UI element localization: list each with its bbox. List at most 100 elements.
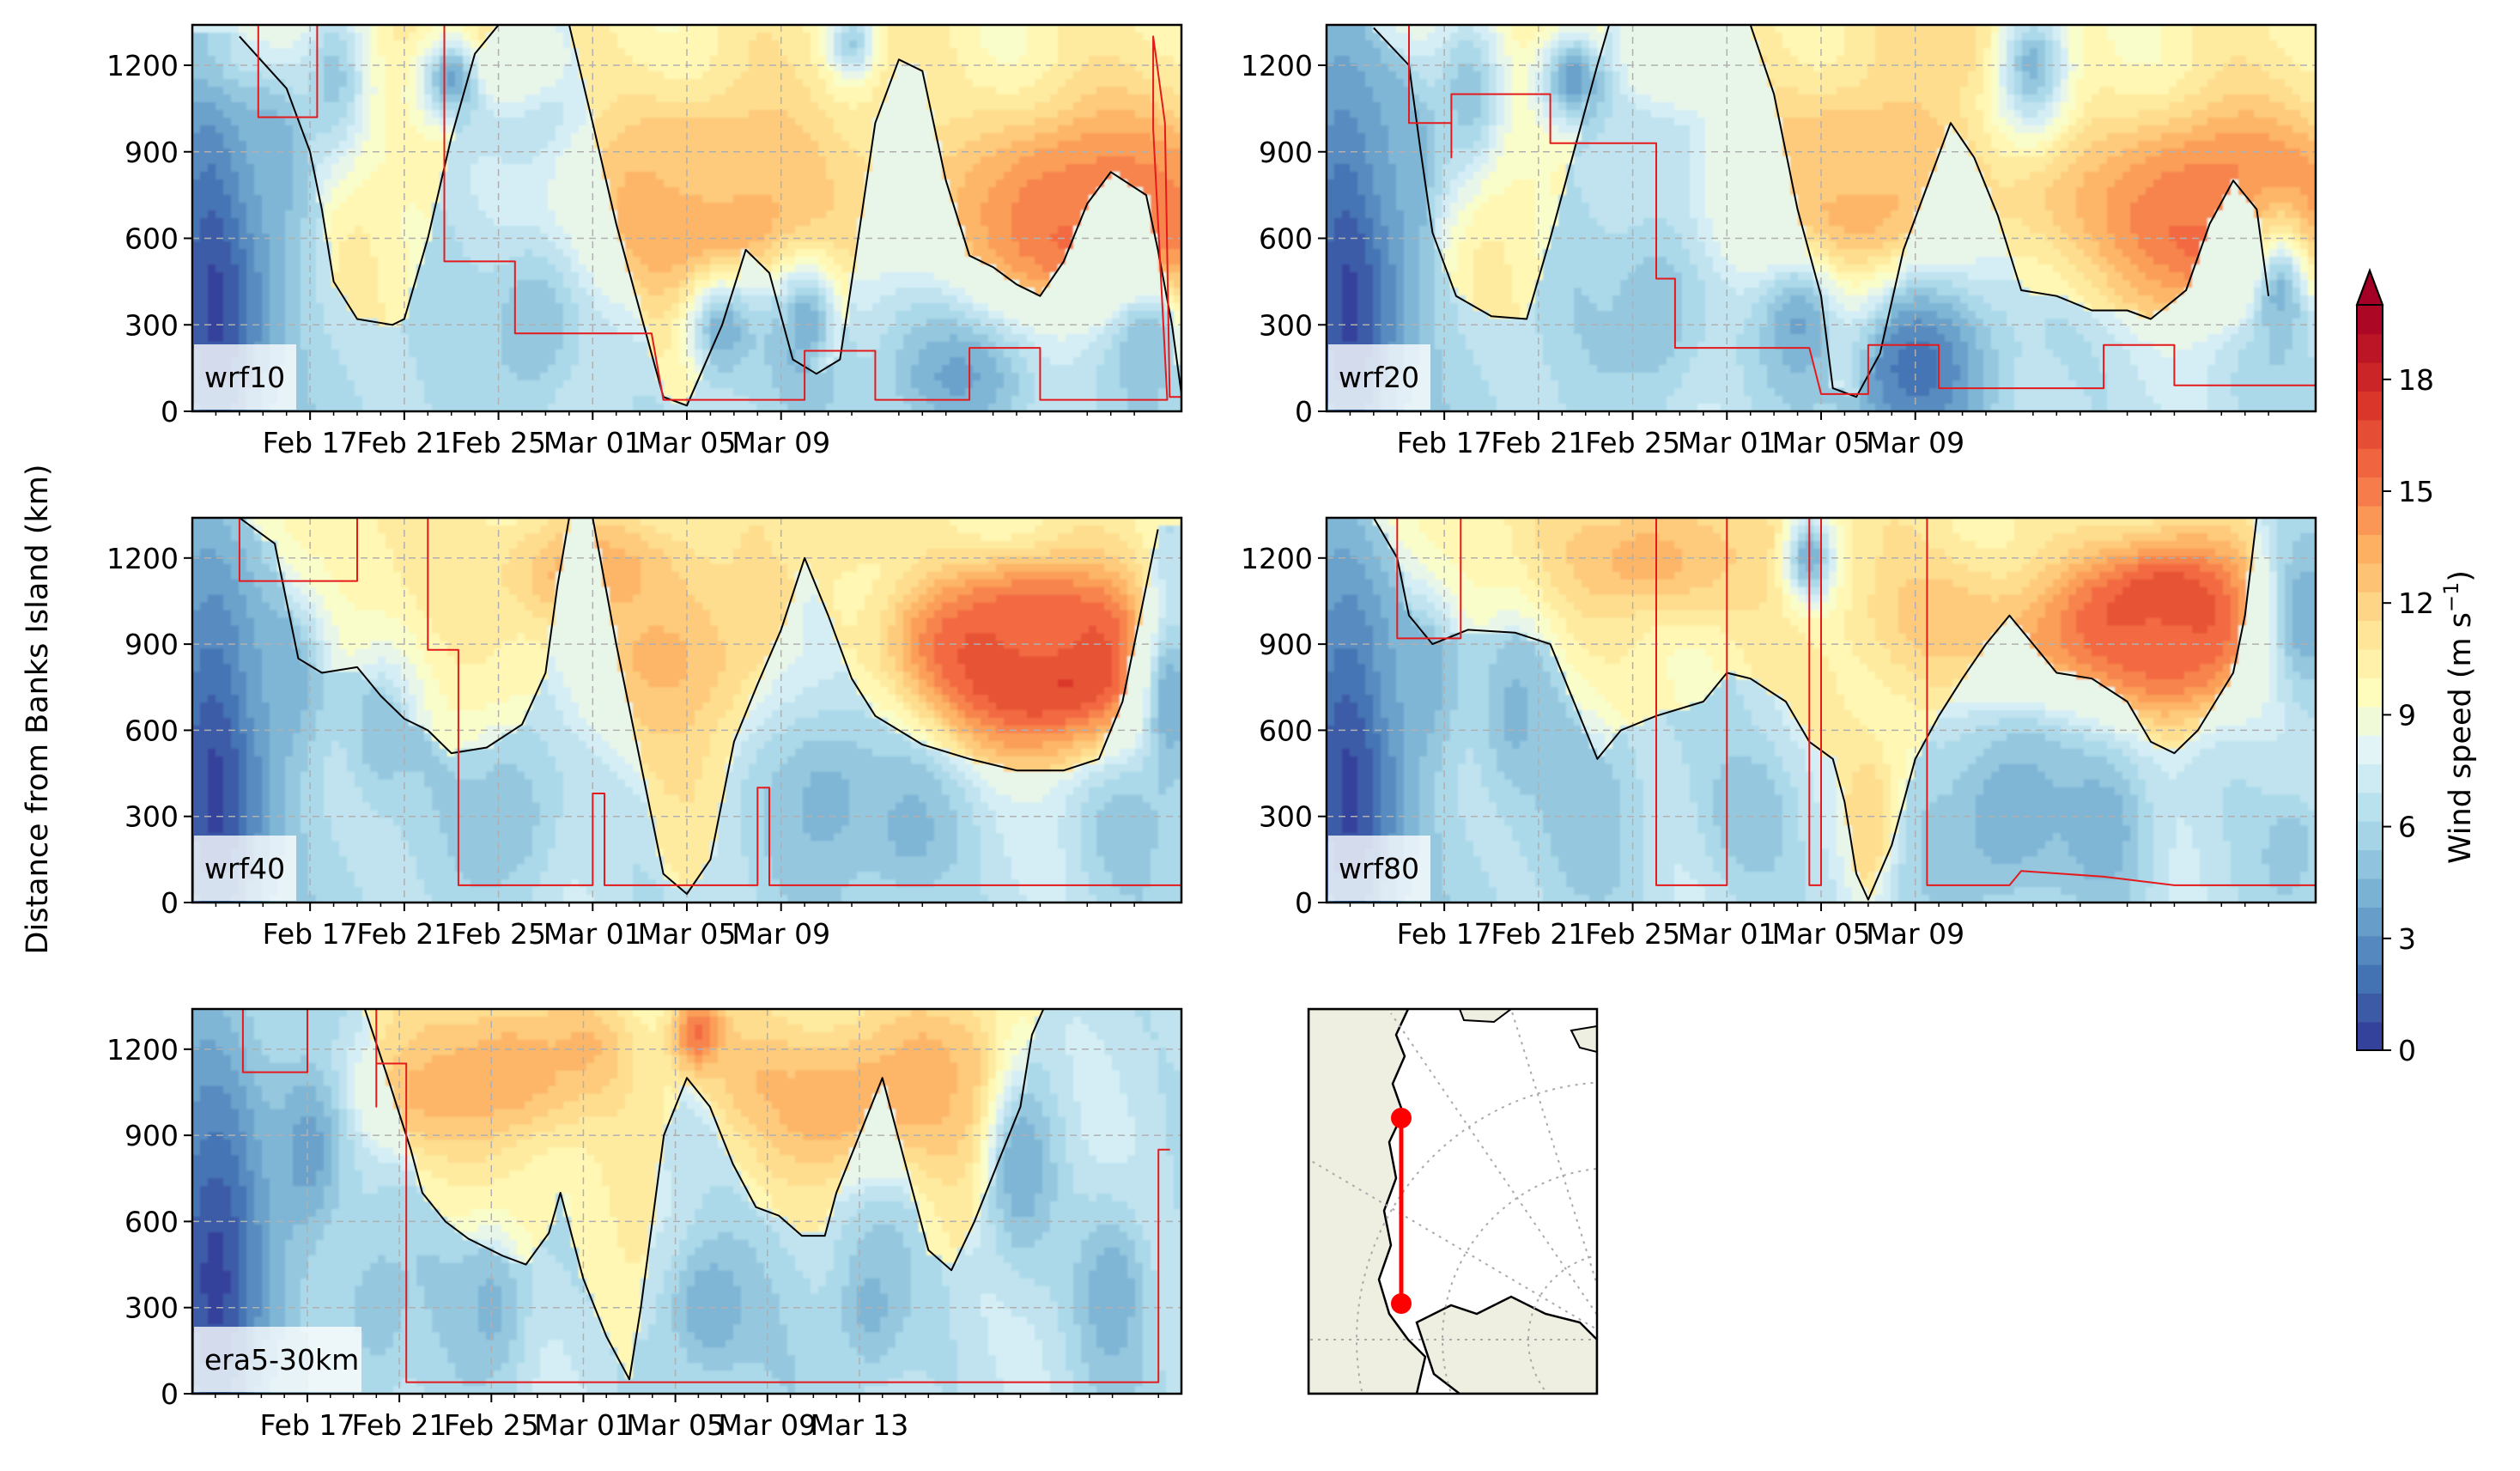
x-tick-label: Mar 05 [1772, 426, 1871, 459]
x-tick-label: Mar 05 [638, 917, 737, 951]
y-tick-label: 600 [124, 1205, 179, 1238]
x-tick-label: Feb 21 [1491, 426, 1586, 459]
colorbar-segment [2357, 534, 2383, 564]
x-tick-label: Feb 21 [356, 426, 452, 459]
panel-frame [191, 23, 1183, 413]
x-tick-label: Mar 05 [626, 1408, 725, 1442]
x-tick-label: Feb 17 [263, 426, 358, 459]
colorbar-label-superscript: −1 [2439, 582, 2463, 612]
heatmap-field [192, 1009, 1181, 1394]
y-axis: 0 300 600 900 1200 [106, 1033, 192, 1411]
y-tick-label: 300 [124, 800, 179, 834]
x-tick-label: Mar 01 [543, 917, 642, 951]
colorbar-segment [2357, 963, 2383, 994]
x-tick-label: Feb 25 [451, 426, 546, 459]
y-tick-label: 900 [1259, 628, 1313, 661]
contour-9ms [363, 1009, 1045, 1381]
colorbar-tick-label: 18 [2398, 363, 2434, 397]
colorbar-segment [2357, 993, 2383, 1023]
y-tick-label: 600 [124, 222, 179, 256]
y-tick-label: 0 [161, 395, 179, 429]
colorbar-segment [2357, 333, 2383, 363]
x-tick-label: Mar 01 [1678, 426, 1776, 459]
colorbar-tick-label: 3 [2398, 922, 2416, 956]
x-tick-label: Feb 17 [1397, 917, 1492, 951]
map-marker-south [1391, 1293, 1412, 1314]
x-tick-label: Feb 21 [352, 1408, 447, 1442]
x-tick-label: Feb 25 [1585, 426, 1680, 459]
colorbar-tick-label: 6 [2398, 811, 2416, 844]
contour-9ms [1373, 25, 2270, 398]
colorbar-segment [2357, 562, 2383, 593]
y-tick-label: 300 [124, 308, 179, 342]
y-tick-label: 300 [1259, 308, 1313, 342]
colorbar-tick-label: 9 [2398, 698, 2416, 732]
y-tick-label: 300 [124, 1292, 179, 1325]
contour-9ms [1373, 518, 2258, 901]
panel-label-box [194, 344, 296, 410]
panel-label: era5-30km [204, 1343, 359, 1377]
sea-ice-edge-line [241, 1009, 1170, 1383]
map-land-islands [1415, 1295, 1597, 1394]
y-tick-label: 600 [124, 714, 179, 747]
heatmap-field [1327, 518, 2316, 903]
colorbar-segment [2357, 419, 2383, 449]
y-tick-label: 0 [161, 886, 179, 920]
map-land-north [1458, 1009, 1597, 1054]
map-land-west [1309, 1009, 1427, 1394]
colorbar-segment [2357, 505, 2383, 535]
sea-ice-edge-line [1350, 518, 2316, 886]
x-tick-label: Mar 01 [543, 426, 642, 459]
panel-label: wrf20 [1339, 361, 1419, 394]
colorbar-tick-label: 15 [2398, 475, 2434, 508]
panel-frame [1325, 23, 2317, 413]
x-tick-label: Mar 05 [1772, 917, 1871, 951]
y-tick-label: 0 [161, 1377, 179, 1411]
colorbar-segment [2357, 935, 2383, 965]
y-tick-label: 1200 [1241, 542, 1313, 575]
y-tick-label: 900 [124, 1119, 179, 1152]
y-axis: 0 300 600 900 1200 [1241, 49, 1327, 429]
x-tick-label: Feb 21 [1491, 917, 1586, 951]
y-tick-label: 0 [1295, 395, 1313, 429]
panel-frame [1325, 516, 2317, 904]
shared-ylabel: Distance from Banks Island (km) [21, 465, 55, 955]
colorbar-segment [2357, 706, 2383, 736]
y-axis: 0 300 600 900 1200 [106, 49, 192, 429]
colorbar-segment [2357, 362, 2383, 392]
inset-map [1307, 1007, 1599, 1395]
colorbar-tick-label: 0 [2398, 1034, 2416, 1067]
colorbar-segment [2357, 477, 2383, 507]
y-tick-label: 900 [124, 628, 179, 661]
y-tick-label: 300 [1259, 800, 1313, 834]
x-tick-label: Feb 17 [263, 917, 358, 951]
colorbar-extend-arrow [2355, 268, 2384, 306]
y-tick-label: 900 [124, 136, 179, 169]
x-tick-label: Mar 09 [732, 917, 830, 951]
colorbar-segment [2357, 648, 2383, 678]
x-tick-label: Mar 05 [638, 426, 737, 459]
x-tick-label: Feb 21 [356, 917, 452, 951]
x-tick-label: Mar 09 [1866, 426, 1964, 459]
panel-label-box [194, 1327, 361, 1392]
panel-label: wrf40 [204, 852, 285, 885]
panel-label-box [1328, 344, 1430, 410]
colorbar-segment [2357, 907, 2383, 937]
colorbar-tick-label: 12 [2398, 587, 2434, 620]
heatmap-field [192, 518, 1181, 903]
sea-ice-edge-line [1350, 25, 2316, 395]
y-axis: 0 300 600 900 1200 [1241, 542, 1327, 920]
map-frame [1307, 1007, 1599, 1395]
panel-frame [191, 1007, 1183, 1395]
x-tick-label: Feb 25 [451, 917, 546, 951]
colorbar-label: Wind speed (m s−1) [2439, 570, 2478, 864]
y-tick-label: 600 [1259, 222, 1313, 256]
x-tick-label: Mar 13 [811, 1408, 909, 1442]
panel-label-box [194, 836, 296, 901]
